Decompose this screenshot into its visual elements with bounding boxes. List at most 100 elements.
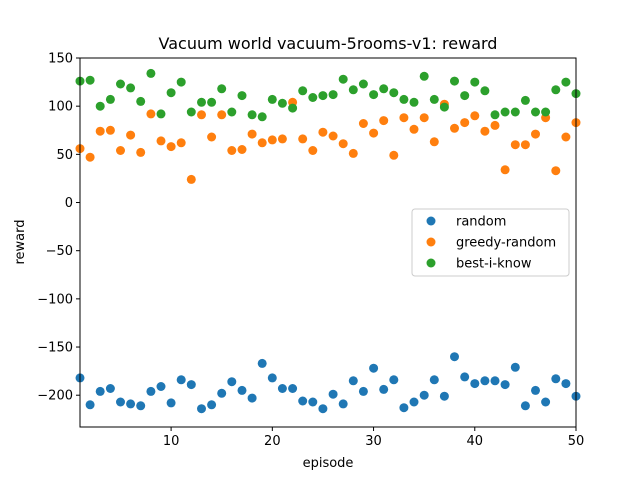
data-point — [308, 93, 318, 102]
data-point — [85, 152, 95, 162]
data-point — [318, 91, 328, 101]
data-point — [439, 102, 449, 112]
data-point — [197, 110, 206, 120]
data-point — [500, 107, 510, 117]
data-point — [510, 362, 520, 372]
legend-marker — [426, 258, 436, 268]
legend-label: random — [456, 215, 506, 230]
x-tick-label: 40 — [467, 434, 484, 449]
chart-title: Vacuum world vacuum-5rooms-v1: reward — [159, 34, 498, 53]
data-point — [419, 71, 429, 81]
data-point — [399, 113, 409, 123]
data-point — [186, 380, 196, 390]
data-point — [105, 125, 115, 135]
data-point — [267, 135, 277, 145]
data-point — [561, 379, 571, 389]
data-point — [126, 83, 136, 93]
y-tick-label: −150 — [37, 341, 73, 356]
data-point — [318, 404, 328, 414]
data-point — [277, 384, 287, 393]
data-point — [116, 146, 125, 155]
data-point — [338, 139, 348, 149]
data-point — [531, 385, 540, 395]
data-point — [551, 166, 561, 176]
data-point — [288, 103, 298, 113]
data-point — [217, 388, 227, 398]
data-point — [156, 136, 166, 146]
data-point — [227, 107, 237, 117]
data-point — [257, 112, 267, 122]
data-point — [217, 84, 227, 94]
data-point — [257, 138, 267, 148]
data-point — [369, 128, 379, 138]
y-tick-label: 100 — [48, 100, 73, 115]
x-axis-ticks: 10 20 30 40 50 — [163, 427, 584, 449]
legend: random greedy-random best-i-know — [411, 208, 570, 277]
data-point — [460, 118, 470, 128]
x-tick-label: 50 — [568, 434, 585, 449]
data-point — [318, 127, 328, 137]
data-point — [166, 142, 176, 152]
data-point — [348, 85, 358, 95]
data-point — [146, 386, 156, 396]
data-point — [156, 382, 166, 391]
data-point — [429, 375, 439, 385]
data-point — [105, 94, 115, 104]
data-point — [298, 134, 308, 144]
data-point — [85, 75, 95, 85]
data-point — [126, 399, 136, 409]
data-point — [450, 76, 459, 86]
data-point — [379, 384, 389, 394]
data-point — [166, 88, 176, 98]
data-point — [95, 386, 105, 396]
data-point — [490, 120, 500, 130]
y-tick-label: −50 — [46, 244, 73, 259]
data-point — [480, 376, 490, 386]
data-point — [257, 358, 267, 368]
legend-marker — [426, 237, 436, 247]
y-axis-ticks: −200 −150 −100 −50 0 50 100 150 — [37, 52, 80, 404]
x-tick-label: 10 — [163, 434, 180, 449]
data-point — [561, 132, 571, 142]
x-tick-label: 30 — [365, 434, 382, 449]
data-point — [267, 94, 277, 104]
data-point — [450, 352, 459, 362]
data-point — [490, 376, 500, 386]
y-tick-label: −200 — [37, 389, 73, 404]
legend-marker — [426, 216, 436, 226]
data-point — [227, 146, 237, 155]
data-point — [176, 138, 186, 148]
data-point — [197, 97, 206, 107]
data-point — [470, 111, 480, 121]
data-point — [500, 380, 510, 390]
data-point — [369, 363, 379, 373]
data-point — [227, 377, 237, 387]
data-point — [136, 147, 146, 157]
data-point — [480, 126, 490, 136]
data-point — [328, 90, 338, 100]
data-point — [500, 165, 510, 175]
data-point — [510, 107, 520, 117]
data-point — [136, 96, 146, 106]
data-point — [277, 134, 287, 144]
data-point — [207, 132, 217, 142]
data-point — [247, 110, 257, 120]
data-point — [358, 386, 368, 396]
data-point — [136, 401, 146, 411]
data-point — [541, 397, 551, 407]
data-point — [176, 77, 186, 87]
data-point — [358, 79, 368, 89]
data-point — [531, 129, 540, 139]
data-point — [561, 77, 571, 87]
data-point — [338, 74, 348, 84]
data-point — [328, 389, 338, 399]
data-point — [237, 145, 247, 154]
data-point — [277, 98, 287, 108]
data-point — [409, 124, 419, 134]
data-point — [510, 140, 520, 150]
data-point — [85, 400, 95, 410]
data-point — [267, 373, 277, 383]
data-point — [460, 91, 470, 101]
data-point — [470, 379, 480, 389]
